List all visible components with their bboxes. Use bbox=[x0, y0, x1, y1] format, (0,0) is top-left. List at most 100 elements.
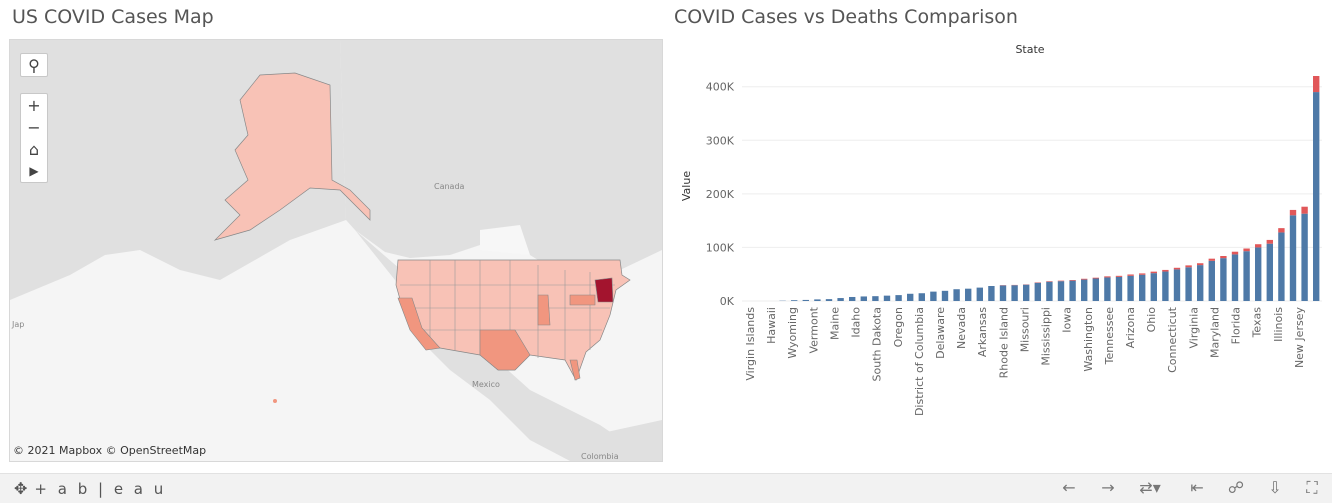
play-icon[interactable]: ▶ bbox=[21, 160, 47, 182]
bar-cases[interactable] bbox=[895, 295, 901, 301]
bar-deaths[interactable] bbox=[1185, 265, 1191, 267]
undo-icon[interactable]: ← bbox=[1058, 478, 1080, 498]
bar-cases[interactable] bbox=[1232, 254, 1238, 301]
pennsylvania-state[interactable] bbox=[570, 295, 595, 305]
bar-cases[interactable] bbox=[1162, 272, 1168, 301]
bar-cases[interactable] bbox=[1104, 277, 1110, 301]
bar-cases[interactable] bbox=[849, 297, 855, 301]
bar-cases[interactable] bbox=[977, 288, 983, 301]
bar-cases[interactable] bbox=[919, 293, 925, 301]
zoom-out-icon[interactable]: − bbox=[21, 116, 47, 138]
bar-cases[interactable] bbox=[1197, 265, 1203, 301]
bar-deaths[interactable] bbox=[1104, 276, 1110, 277]
bar-deaths[interactable] bbox=[1116, 276, 1122, 277]
bar-deaths[interactable] bbox=[1243, 249, 1249, 252]
bar-cases[interactable] bbox=[1278, 232, 1284, 301]
bar-cases[interactable] bbox=[1185, 267, 1191, 301]
bar-deaths[interactable] bbox=[1093, 278, 1099, 279]
bar-deaths[interactable] bbox=[1255, 244, 1261, 247]
bar-deaths[interactable] bbox=[1058, 281, 1064, 282]
illinois-state[interactable] bbox=[538, 295, 550, 325]
bar-cases[interactable] bbox=[837, 298, 843, 301]
bar-cases[interactable] bbox=[1313, 92, 1319, 301]
bar-cases[interactable] bbox=[826, 299, 832, 301]
bar-deaths[interactable] bbox=[1278, 228, 1284, 232]
tableau-logo-text: + a b | e a u bbox=[34, 480, 166, 498]
bar-deaths[interactable] bbox=[1162, 270, 1168, 272]
bar-series[interactable] bbox=[779, 76, 1319, 301]
revert-icon[interactable]: ⇄▾ bbox=[1132, 478, 1168, 498]
bar-deaths[interactable] bbox=[1232, 252, 1238, 255]
bar-deaths[interactable] bbox=[1046, 281, 1052, 282]
bar-deaths[interactable] bbox=[1267, 240, 1273, 244]
bar-cases[interactable] bbox=[965, 289, 971, 301]
x-tick-label: Tennessee bbox=[1103, 307, 1116, 366]
bar-cases[interactable] bbox=[1035, 283, 1041, 301]
bar-deaths[interactable] bbox=[1290, 210, 1296, 215]
bar-cases[interactable] bbox=[1151, 273, 1157, 301]
new-york-state[interactable] bbox=[595, 278, 613, 302]
bar-cases[interactable] bbox=[1058, 281, 1064, 301]
bar-cases[interactable] bbox=[861, 296, 867, 301]
bar-cases[interactable] bbox=[1290, 215, 1296, 301]
bar-cases[interactable] bbox=[803, 300, 809, 301]
bar-deaths[interactable] bbox=[1197, 263, 1203, 265]
bar-cases[interactable] bbox=[1174, 269, 1180, 301]
bar-cases[interactable] bbox=[791, 300, 797, 301]
bar-cases[interactable] bbox=[1069, 281, 1075, 301]
bar-cases[interactable] bbox=[1301, 214, 1307, 301]
bar-cases[interactable] bbox=[907, 294, 913, 301]
bar-cases[interactable] bbox=[814, 299, 820, 301]
bar-cases[interactable] bbox=[1243, 251, 1249, 301]
bar-cases[interactable] bbox=[1093, 279, 1099, 302]
hawaii-state[interactable] bbox=[273, 399, 277, 403]
x-tick-label: Nevada bbox=[955, 307, 968, 349]
bar-cases[interactable] bbox=[1000, 285, 1006, 301]
map-attribution[interactable]: © 2021 Mapbox © OpenStreetMap bbox=[13, 444, 206, 457]
bar-cases[interactable] bbox=[1116, 277, 1122, 301]
map-panel[interactable]: Canada Mexico Colombia Jap ⚲ + − ⌂ ▶ © 2… bbox=[9, 39, 663, 462]
bar-deaths[interactable] bbox=[1220, 256, 1226, 258]
bar-cases[interactable] bbox=[884, 296, 890, 301]
map-canvas[interactable] bbox=[10, 40, 662, 461]
bar-cases[interactable] bbox=[1046, 282, 1052, 301]
bar-deaths[interactable] bbox=[1313, 76, 1319, 92]
bar-cases[interactable] bbox=[1127, 276, 1133, 301]
bar-cases[interactable] bbox=[1011, 285, 1017, 301]
zoom-in-icon[interactable]: + bbox=[21, 94, 47, 116]
bar-cases[interactable] bbox=[1081, 280, 1087, 301]
fullscreen-icon[interactable]: ⛶ bbox=[1301, 478, 1323, 498]
redo-icon[interactable]: → bbox=[1097, 478, 1119, 498]
pause-icon[interactable]: ⇤ bbox=[1186, 478, 1208, 498]
bar-deaths[interactable] bbox=[1081, 279, 1087, 280]
share-icon[interactable]: ☍ bbox=[1225, 478, 1247, 498]
download-icon[interactable]: ⇩ bbox=[1264, 478, 1286, 498]
bar-cases[interactable] bbox=[930, 292, 936, 301]
bar-cases[interactable] bbox=[1220, 258, 1226, 301]
map-search-control[interactable]: ⚲ bbox=[20, 53, 48, 77]
bar-cases[interactable] bbox=[1255, 247, 1261, 301]
bar-deaths[interactable] bbox=[1151, 272, 1157, 274]
bar-deaths[interactable] bbox=[1127, 274, 1133, 275]
x-tick-label: Texas bbox=[1251, 307, 1264, 339]
bar-cases[interactable] bbox=[1267, 244, 1273, 301]
bar-deaths[interactable] bbox=[1139, 273, 1145, 274]
bar-cases[interactable] bbox=[872, 296, 878, 301]
home-icon[interactable]: ⌂ bbox=[21, 138, 47, 160]
bar-cases[interactable] bbox=[953, 289, 959, 301]
search-icon[interactable]: ⚲ bbox=[21, 54, 47, 76]
y-axis-label: Value bbox=[680, 171, 693, 201]
bar-deaths[interactable] bbox=[1069, 280, 1075, 281]
bar-cases[interactable] bbox=[1209, 261, 1215, 301]
bar-deaths[interactable] bbox=[1209, 259, 1215, 261]
bar-cases[interactable] bbox=[942, 291, 948, 301]
bar-cases[interactable] bbox=[1023, 285, 1029, 301]
x-tick-label: Maryland bbox=[1208, 307, 1221, 358]
bar-cases[interactable] bbox=[988, 286, 994, 301]
bar-cases[interactable] bbox=[1139, 275, 1145, 301]
tableau-logo[interactable]: ✥ + a b | e a u bbox=[14, 479, 166, 498]
bar-deaths[interactable] bbox=[1301, 207, 1307, 214]
bar-deaths[interactable] bbox=[1174, 268, 1180, 270]
x-tick-label: Mississippi bbox=[1040, 307, 1053, 366]
